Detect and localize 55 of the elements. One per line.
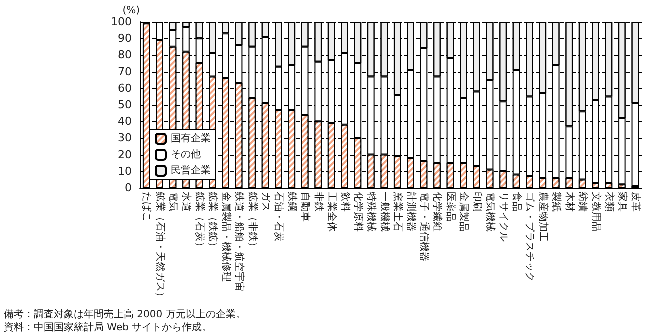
x-tick-label: たばこ [141,192,152,222]
x-tick-label: 農産物加工 [537,192,550,242]
x-tick-label: 家具 [616,192,629,212]
x-tick-label: 医薬品 [444,192,457,222]
x-tick-label: 鉄道・船舶・航空宇宙 [234,192,246,292]
x-tick-label: 食品 [511,192,523,212]
y-tick-label: 10 [118,164,132,178]
text: 備考：調査対象は年間売上高 2000 万元以上の企業。 [4,308,246,320]
x-tick-label: 紡績 [577,192,590,212]
x-tick-label: 木材 [564,192,576,212]
y-tick-label: 70 [118,65,132,78]
y-tick-label: 100 [111,16,132,28]
y-tick-label: 0 [125,182,132,194]
y-axis-title: (%) [122,6,140,16]
x-tick-label: 皮革 [630,192,642,212]
x-tick-label: 非鉄 [312,192,325,212]
x-tick-label: 製紙 [550,192,563,212]
y-tick-label: 20 [118,148,132,162]
x-tick-label: 金属製品 [458,192,470,232]
x-tick-label: リサイクル [498,192,509,242]
x-tick-label: 文教用品 [590,192,602,232]
x-tick-label: 鉱業（石炭） [194,192,206,252]
y-tick-label: 90 [118,32,132,46]
text: 資料：中国国家統計局 Web サイトから作成。 [4,322,212,334]
y-tick-label: 50 [118,98,132,112]
x-tick-label: 飲料 [339,192,352,212]
x-tick-label: ガス [260,192,271,212]
x-tick-label: 化学原料 [352,192,364,232]
x-tick-label: 自動車 [300,192,312,222]
x-tick-label: 鉱業（石油・天然ガス） [154,192,166,302]
legend-label: その他 [171,148,201,160]
y-tick-label: 40 [118,115,132,128]
x-tick-label: 特殊機械 [366,192,378,232]
legend-label: 国有企業 [171,132,211,144]
x-tick-label: 窯業土石 [392,192,404,232]
x-tick-label: 水道 [180,192,193,212]
x-tick-label: 工業全体 [326,192,338,232]
x-tick-label: 電子・通信機器 [418,192,431,262]
x-tick-label: 鉱業（非鉄） [246,192,259,252]
y-tick-label: 30 [118,132,132,145]
x-tick-label: 電気機械 [484,192,497,232]
x-tick-label: 鉄鋼 [286,192,298,212]
legend-label: 民営企業 [171,164,211,176]
x-tick-label: 衣類 [603,192,616,212]
x-tick-label: 一般機械 [378,192,391,232]
y-tick-label: 80 [118,48,132,62]
y-tick-label: 60 [118,82,132,95]
x-tick-label: 金属製品・機械修理 [220,192,232,282]
x-tick-label: 鉱業（鉄鉱） [207,192,220,252]
x-tick-label: 計測機器 [405,192,418,232]
x-tick-label: 印刷 [471,192,484,212]
x-tick-label: 化学繊維 [432,192,444,232]
x-tick-label: ゴム・プラスチック [524,192,536,282]
x-tick-label: 石油・石炭 [273,192,286,242]
x-tick-label: 電気 [168,192,179,212]
